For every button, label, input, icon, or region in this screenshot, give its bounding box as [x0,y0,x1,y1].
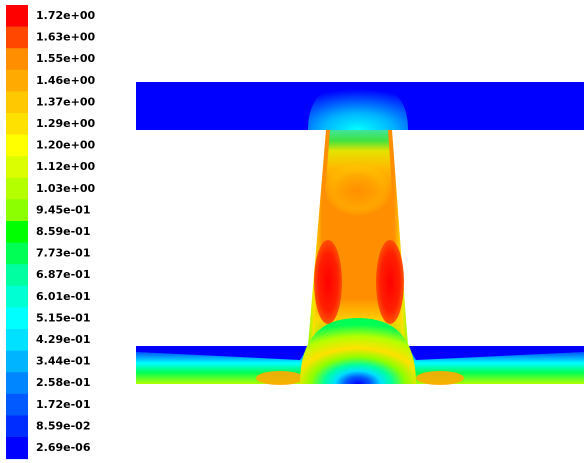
legend-label: 5.15e-01 [36,311,90,324]
legend-swatch [6,415,28,438]
bottom-channel-left-wedge [136,346,308,360]
legend-label: 6.87e-01 [36,268,90,281]
legend-label: 1.72e+00 [36,9,95,22]
legend-label: 1.37e+00 [36,95,95,108]
top-inlet-cap [308,82,408,130]
legend-swatch [6,26,28,49]
legend-label: 1.46e+00 [36,74,95,87]
legend-label: 4.29e-01 [36,333,90,346]
bottom-warm-right [416,371,464,385]
legend-swatch [6,264,28,287]
legend-label: 1.63e+00 [36,31,95,44]
legend-label: 1.72e-01 [36,398,90,411]
legend-label: 1.29e+00 [36,117,95,130]
legend-label: 1.12e+00 [36,160,95,173]
stem-inner-hotspot-left [314,240,342,324]
legend-label: 7.73e-01 [36,247,90,260]
legend-label: 8.59e-02 [36,419,90,432]
legend-label: 1.03e+00 [36,182,95,195]
legend-swatch [6,393,28,416]
legend-swatch [6,372,28,395]
legend-swatch [6,221,28,244]
legend-swatch [6,113,28,136]
legend-swatch [6,350,28,373]
bottom-channel-right-wedge [408,346,584,360]
stem-inner-hotspot-right [376,240,404,324]
color-legend: 1.72e+00 1.63e+00 1.55e+00 1.46e+00 1.37e+00… [6,5,95,460]
legend-swatch [6,69,28,92]
legend-swatch [6,307,28,330]
legend-swatch [6,285,28,308]
legend-swatch [6,242,28,265]
legend-label: 1.55e+00 [36,52,95,65]
legend-label: 8.59e-01 [36,225,90,238]
legend-swatch [6,91,28,114]
legend-swatch [6,177,28,200]
legend-swatch [6,156,28,179]
legend-swatch [6,5,28,28]
legend-swatch [6,199,28,222]
legend-label: 1.20e+00 [36,139,95,152]
legend-label: 6.01e-01 [36,290,90,303]
legend-label: 2.69e-06 [36,441,91,454]
legend-swatch [6,329,28,352]
legend-swatch [6,134,28,157]
stem-upper-warm-band [324,164,392,216]
legend-swatch [6,48,28,71]
legend-label: 3.44e-01 [36,355,90,368]
bottom-warm-left [256,371,304,385]
legend-swatch [6,437,28,460]
legend-label: 9.45e-01 [36,203,90,216]
junction-pool [300,318,416,384]
legend-label: 2.58e-01 [36,376,90,389]
